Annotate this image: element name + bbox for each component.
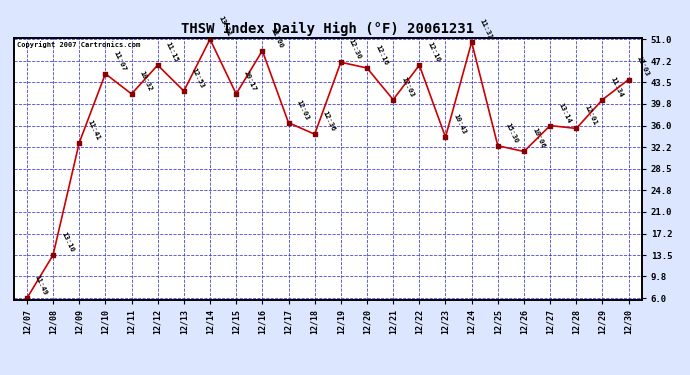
Text: 13:31: 13:31 [217,15,232,38]
Text: 12:10: 12:10 [426,41,441,63]
Text: 11:07: 11:07 [112,50,127,72]
Text: 12:16: 12:16 [374,44,388,66]
Text: 12:03: 12:03 [400,75,415,98]
Text: Copyright 2007 Cartronics.com: Copyright 2007 Cartronics.com [17,42,140,48]
Point [571,126,582,132]
Point [518,148,529,154]
Point [230,91,241,97]
Text: 15:30: 15:30 [505,122,520,144]
Point [414,62,425,68]
Point [257,48,268,54]
Point [283,120,294,126]
Text: 11:00: 11:00 [269,27,284,49]
Point [126,91,137,97]
Text: 12:01: 12:01 [583,104,598,127]
Point [597,97,608,103]
Text: 11:49: 11:49 [34,274,48,297]
Point [48,252,59,258]
Point [623,76,634,82]
Text: 12:36: 12:36 [322,110,336,132]
Point [544,123,555,129]
Point [309,131,320,137]
Text: 11:41: 11:41 [86,119,101,141]
Text: 12:03: 12:03 [295,99,310,121]
Point [152,62,164,68]
Text: 13:14: 13:14 [557,101,572,124]
Text: 12:53: 12:53 [191,67,206,89]
Text: 13:10: 13:10 [60,231,75,254]
Text: 13:03: 13:03 [635,56,650,78]
Text: 12:30: 12:30 [348,38,362,60]
Point [388,97,399,103]
Point [466,39,477,45]
Point [21,295,32,301]
Text: 10:32: 10:32 [139,70,153,92]
Title: THSW Index Daily High (°F) 20061231: THSW Index Daily High (°F) 20061231 [181,22,474,36]
Point [440,134,451,140]
Text: 20:17: 20:17 [243,70,258,92]
Point [178,88,189,94]
Point [100,71,111,77]
Point [492,143,503,149]
Text: 11:31: 11:31 [479,18,493,40]
Point [74,140,85,146]
Point [204,36,215,42]
Text: 10:43: 10:43 [453,113,467,135]
Text: 10:06: 10:06 [531,128,546,150]
Text: 11:34: 11:34 [609,75,624,98]
Point [362,65,373,71]
Point [335,59,346,65]
Text: 11:15: 11:15 [165,41,179,63]
